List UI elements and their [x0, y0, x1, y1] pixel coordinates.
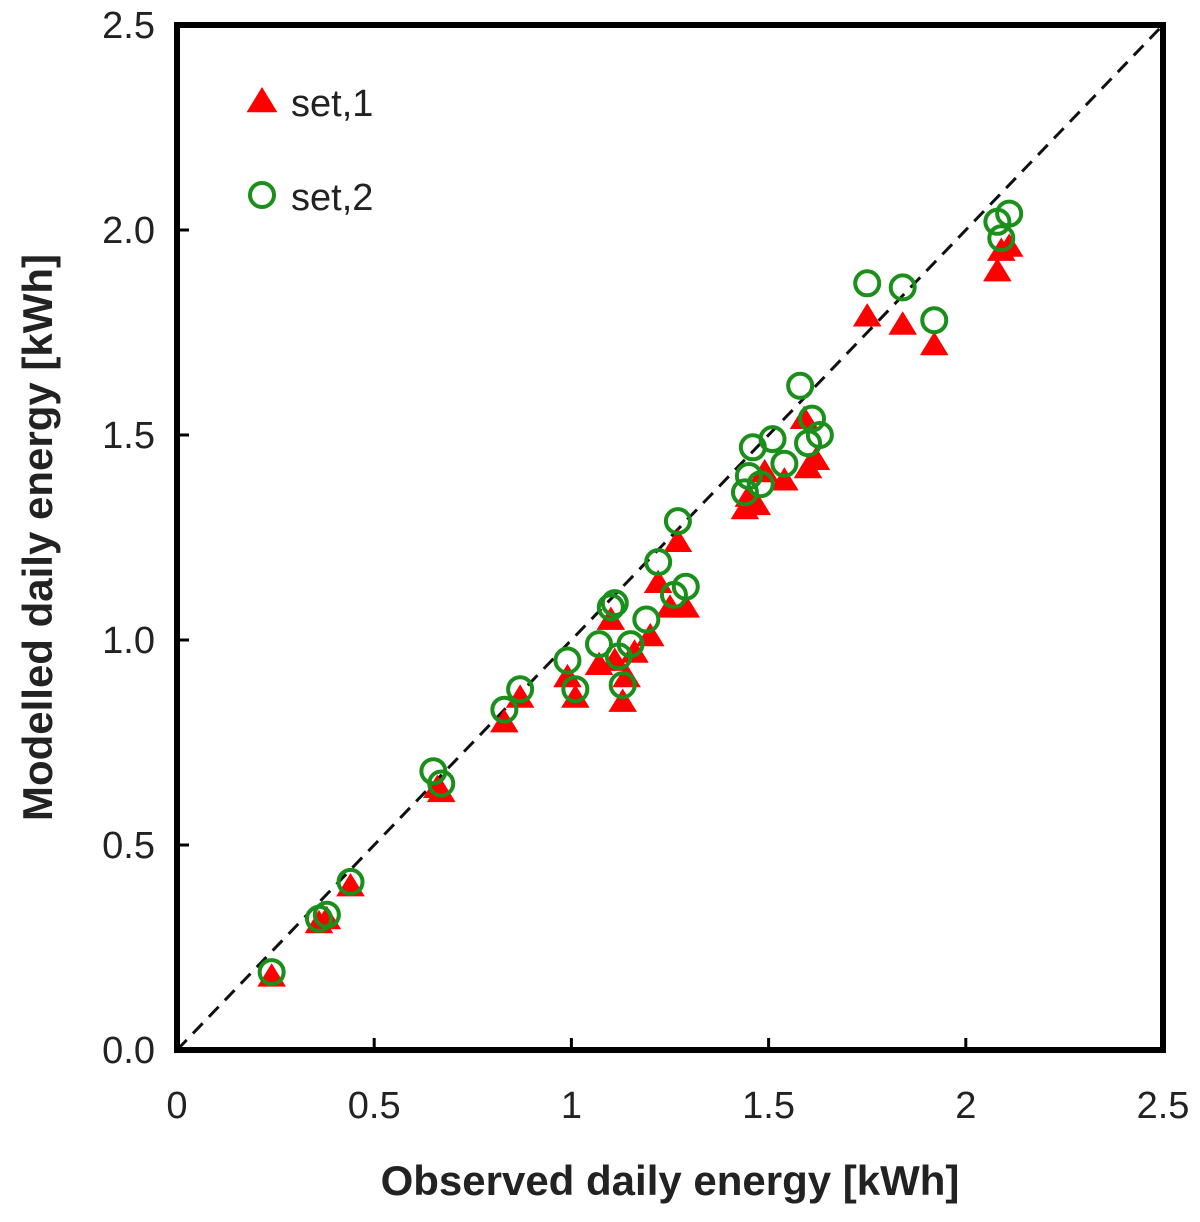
data-point-set-1: [553, 663, 582, 688]
x-tick-label: 1.5: [742, 1085, 795, 1127]
data-point-set-2: [770, 449, 799, 478]
data-point-set-2: [995, 199, 1024, 228]
data-point-set-1: [608, 688, 637, 712]
data-point-set-1: [852, 303, 882, 327]
data-point-set-2: [786, 371, 815, 400]
x-axis-title: Observed daily energy [kWh]: [381, 1157, 960, 1204]
legend-label-set-1: set,1: [291, 83, 373, 125]
data-point-set-1: [426, 778, 456, 803]
data-point-set-1: [789, 405, 819, 429]
reference-line-y-equals-x: [175, 23, 1165, 1052]
y-tick-label: 1.5: [102, 415, 155, 457]
data-point-set-2: [746, 470, 775, 499]
data-point-set-2: [671, 572, 700, 601]
data-point-set-2: [608, 671, 637, 700]
series-layer: [257, 199, 1024, 987]
data-point-set-1: [919, 331, 949, 356]
plot-frame: [174, 22, 1166, 1053]
data-point-set-2: [632, 605, 661, 634]
y-tick-label: 0.0: [102, 1030, 155, 1072]
y-tick-label: 2.0: [102, 210, 155, 252]
y-tick-label: 0.5: [102, 825, 155, 867]
data-point-set-2: [336, 867, 365, 896]
data-point-set-1: [742, 491, 772, 516]
x-tick-label: 2: [955, 1085, 976, 1127]
data-point-set-2: [644, 548, 673, 577]
data-point-set-2: [312, 900, 341, 929]
data-point-set-2: [987, 224, 1016, 253]
data-point-set-2: [797, 404, 826, 433]
series-2: [257, 199, 1024, 987]
ticks-layer: 0 0.5 1 1.5 2 2.5 0.0 0.5 1.0 1.5 2.0 2.5: [102, 5, 1189, 1127]
y-tick-label: 2.5: [102, 5, 155, 47]
data-point-set-2: [506, 675, 535, 704]
data-point-set-2: [758, 425, 787, 454]
data-point-set-2: [600, 589, 629, 618]
data-point-set-1: [770, 467, 799, 491]
x-tick-label: 2.5: [1137, 1085, 1190, 1127]
data-point-set-2: [920, 306, 949, 335]
x-tick-label: 0: [166, 1085, 187, 1127]
data-point-set-2: [888, 273, 917, 302]
data-point-set-2: [257, 958, 286, 987]
data-point-set-2: [553, 646, 582, 675]
data-point-set-2: [616, 630, 645, 659]
y-axis-title: Modelled daily energy [kWh]: [14, 254, 61, 821]
x-tick-label: 0.5: [348, 1085, 401, 1127]
data-point-set-1: [663, 528, 693, 552]
data-point-set-1: [983, 258, 1012, 282]
legend-marker-set-1: [246, 87, 278, 113]
data-point-set-2: [561, 675, 590, 704]
legend-marker-set-2: [248, 181, 276, 209]
data-point-set-2: [853, 269, 882, 298]
data-point-set-1: [888, 311, 917, 335]
data-point-set-2: [585, 630, 614, 659]
data-point-set-2: [596, 593, 625, 622]
x-tick-label: 1: [561, 1085, 582, 1127]
y-tick-label: 1.0: [102, 620, 155, 662]
data-point-set-2: [427, 769, 456, 798]
data-point-set-1: [801, 446, 831, 470]
data-point-set-1: [600, 647, 630, 671]
data-point-set-1: [561, 684, 590, 708]
data-point-set-1: [671, 594, 701, 618]
legend: set,1 set,2: [246, 83, 373, 219]
data-point-set-2: [663, 507, 692, 536]
data-point-set-2: [805, 421, 834, 449]
data-point-set-2: [490, 695, 519, 724]
data-point-set-2: [730, 478, 759, 507]
legend-label-set-2: set,2: [291, 177, 373, 219]
